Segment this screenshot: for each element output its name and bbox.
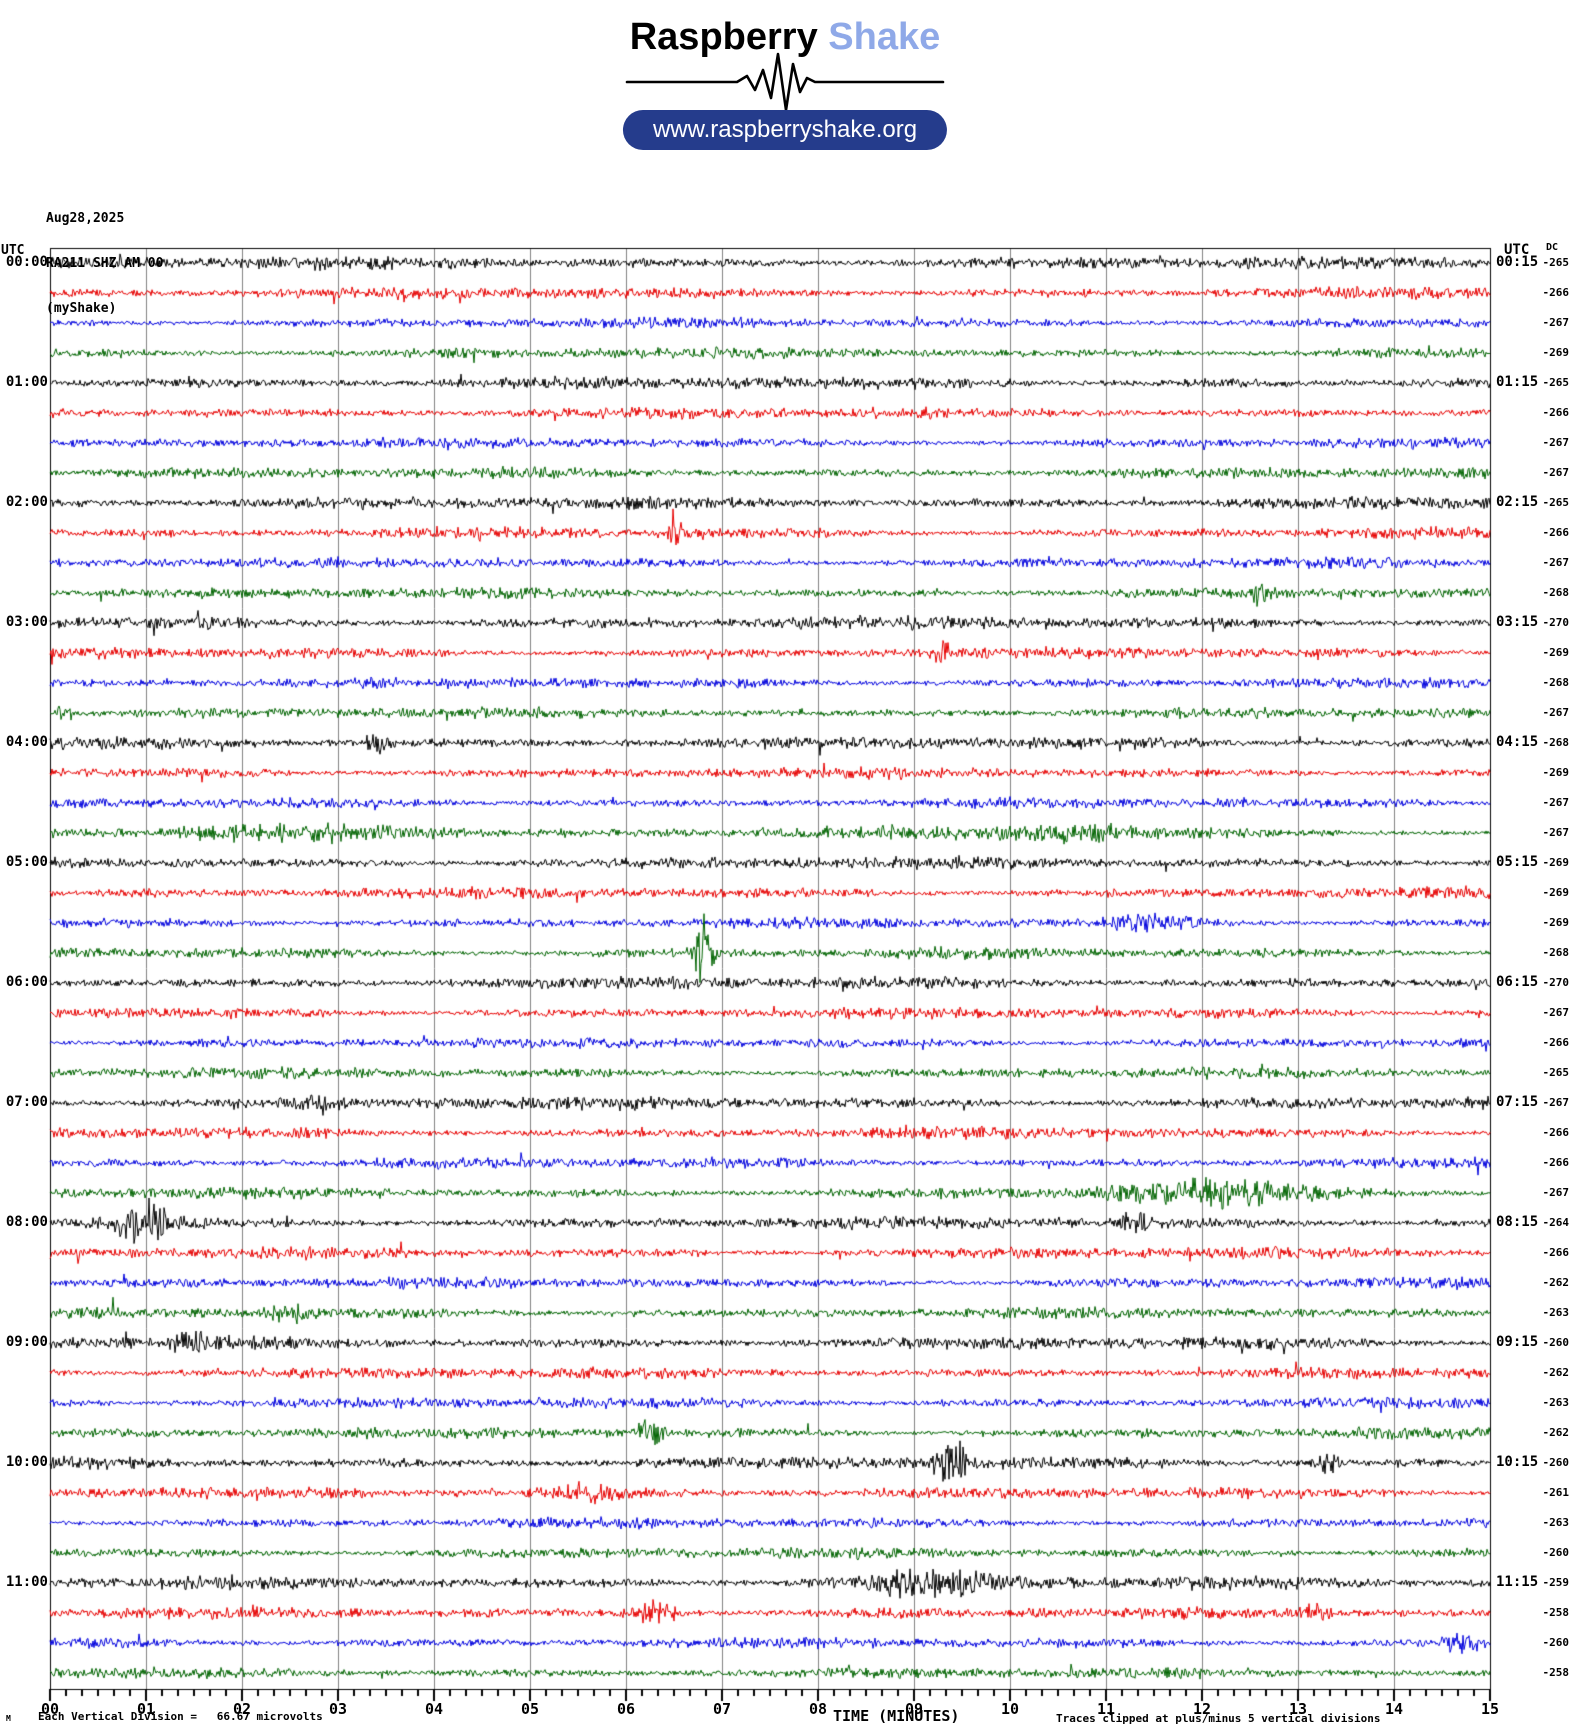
dc-value: -261: [1542, 1486, 1570, 1499]
dc-value: -270: [1542, 616, 1570, 629]
x-tick-label: 12: [1192, 1700, 1212, 1718]
left-time-label: 00:00: [5, 254, 48, 270]
dc-value: -270: [1542, 976, 1570, 989]
dc-value: -262: [1542, 1426, 1570, 1439]
dc-value: -267: [1542, 466, 1570, 479]
dc-value: -262: [1542, 1276, 1570, 1289]
dc-value: -267: [1542, 316, 1570, 329]
dc-value: -267: [1542, 1186, 1570, 1199]
left-time-label: 04:00: [5, 734, 48, 750]
dc-value: -267: [1542, 706, 1570, 719]
right-time-label: 07:15: [1496, 1094, 1539, 1110]
x-tick-label: 13: [1288, 1700, 1308, 1718]
dc-value: -260: [1542, 1636, 1570, 1649]
left-time-label: 09:00: [5, 1334, 48, 1350]
dc-value: -265: [1542, 376, 1570, 389]
dc-value: -267: [1542, 1006, 1570, 1019]
dc-value: -267: [1542, 826, 1570, 839]
x-tick-label: 05: [520, 1700, 540, 1718]
right-time-label: 03:15: [1496, 614, 1539, 630]
corner-mark: M: [6, 1714, 11, 1723]
x-tick-label: 10: [1000, 1700, 1020, 1718]
clipping-note: Traces clipped at plus/minus 5 vertical …: [1056, 1712, 1381, 1725]
dc-value: -266: [1542, 1036, 1570, 1049]
dc-value: -265: [1542, 256, 1570, 269]
dc-value: -266: [1542, 406, 1570, 419]
dc-value: -269: [1542, 886, 1570, 899]
utc-left-header: UTC: [1, 243, 25, 258]
left-time-label: 11:00: [5, 1574, 48, 1590]
x-tick-label: 07: [712, 1700, 732, 1718]
dc-value: -266: [1542, 1246, 1570, 1259]
left-time-label: 06:00: [5, 974, 48, 990]
x-axis-title: TIME (MINUTES): [833, 1707, 960, 1725]
right-time-label: 06:15: [1496, 974, 1539, 990]
dc-value: -265: [1542, 496, 1570, 509]
left-time-label: 07:00: [5, 1094, 48, 1110]
x-tick-label: 11: [1096, 1700, 1116, 1718]
x-tick-label: 09: [904, 1700, 924, 1718]
dc-value: -269: [1542, 916, 1570, 929]
x-tick-label: 01: [136, 1700, 156, 1718]
left-time-label: 02:00: [5, 494, 48, 510]
right-time-label: 01:15: [1496, 374, 1539, 390]
right-time-label: 11:15: [1496, 1574, 1539, 1590]
dc-value: -266: [1542, 286, 1570, 299]
dc-value: -259: [1542, 1576, 1570, 1589]
left-time-label: 08:00: [5, 1214, 48, 1230]
dc-value: -266: [1542, 1156, 1570, 1169]
x-tick-label: 06: [616, 1700, 636, 1718]
dc-value: -266: [1542, 526, 1570, 539]
dc-value: -269: [1542, 766, 1570, 779]
dc-value: -264: [1542, 1216, 1570, 1229]
right-time-label: 08:15: [1496, 1214, 1539, 1230]
dc-value: -268: [1542, 736, 1570, 749]
dc-value: -262: [1542, 1366, 1570, 1379]
scale-note: Each Vertical Division = 66.67 microvolt…: [38, 1710, 323, 1723]
dc-value: -265: [1542, 1066, 1570, 1079]
dc-value: -263: [1542, 1516, 1570, 1529]
dc-value: -258: [1542, 1666, 1570, 1679]
dc-value: -258: [1542, 1606, 1570, 1619]
dc-value: -268: [1542, 586, 1570, 599]
dc-value: -260: [1542, 1546, 1570, 1559]
x-tick-label: 04: [424, 1700, 444, 1718]
right-time-label: 10:15: [1496, 1454, 1539, 1470]
dc-value: -263: [1542, 1396, 1570, 1409]
dc-value: -269: [1542, 346, 1570, 359]
x-tick-label: 15: [1480, 1700, 1500, 1718]
dc-value: -267: [1542, 1096, 1570, 1109]
dc-value: -267: [1542, 436, 1570, 449]
left-time-label: 01:00: [5, 374, 48, 390]
x-tick-label: 02: [232, 1700, 252, 1718]
dc-value: -260: [1542, 1456, 1570, 1469]
right-time-label: 04:15: [1496, 734, 1539, 750]
dc-value: -267: [1542, 556, 1570, 569]
dc-header: DC: [1546, 242, 1559, 253]
left-time-label: 10:00: [5, 1454, 48, 1470]
right-time-label: 05:15: [1496, 854, 1539, 870]
dc-value: -263: [1542, 1306, 1570, 1319]
dc-value: -267: [1542, 796, 1570, 809]
x-tick-label: 14: [1384, 1700, 1404, 1718]
x-tick-label: 08: [808, 1700, 828, 1718]
utc-right-header: UTC: [1504, 242, 1530, 258]
dc-value: -268: [1542, 946, 1570, 959]
x-tick-label: 00: [40, 1700, 60, 1718]
left-time-label: 05:00: [5, 854, 48, 870]
dc-value: -266: [1542, 1126, 1570, 1139]
left-time-label: 03:00: [5, 614, 48, 630]
dc-value: -269: [1542, 646, 1570, 659]
x-tick-label: 03: [328, 1700, 348, 1718]
dc-value: -260: [1542, 1336, 1570, 1349]
right-time-label: 02:15: [1496, 494, 1539, 510]
right-time-label: 00:15: [1496, 254, 1539, 270]
dc-value: -269: [1542, 856, 1570, 869]
dc-value: -268: [1542, 676, 1570, 689]
right-time-label: 09:15: [1496, 1334, 1539, 1350]
